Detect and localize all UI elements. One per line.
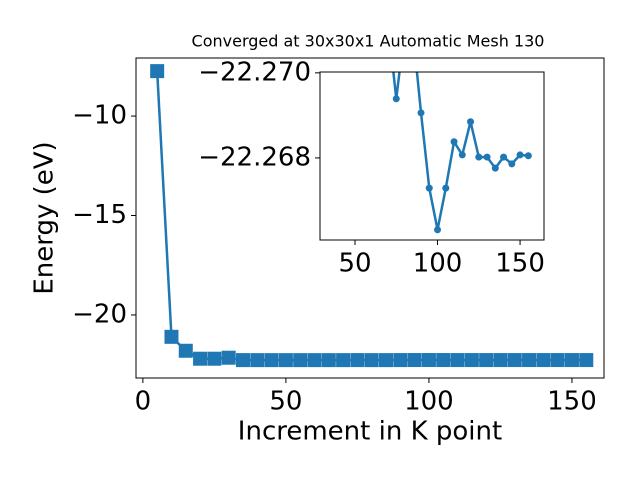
x-tick-label: 0 xyxy=(135,387,152,417)
marker xyxy=(278,353,293,368)
marker xyxy=(235,353,250,368)
marker xyxy=(392,95,400,103)
marker xyxy=(436,353,451,368)
y-tick-label: −10 xyxy=(72,101,127,131)
plot-clip xyxy=(150,64,594,368)
marker xyxy=(493,353,508,368)
marker xyxy=(150,64,165,79)
marker xyxy=(564,353,579,368)
marker xyxy=(475,153,483,161)
marker xyxy=(550,353,565,368)
y-tick-label: −22.268 xyxy=(198,142,311,172)
marker xyxy=(464,353,479,368)
marker xyxy=(193,351,208,366)
y-tick-label: −15 xyxy=(72,200,127,230)
marker xyxy=(336,353,351,368)
marker xyxy=(500,153,508,161)
marker xyxy=(467,118,475,126)
marker xyxy=(483,153,491,161)
marker xyxy=(536,353,551,368)
marker xyxy=(522,353,537,368)
chart-title: Converged at 30x30x1 Automatic Mesh 130 xyxy=(192,32,545,51)
marker xyxy=(250,353,265,368)
x-axis-label: Increment in K point xyxy=(238,417,502,447)
marker xyxy=(450,138,458,146)
marker xyxy=(379,353,394,368)
marker xyxy=(350,353,365,368)
marker xyxy=(417,109,425,117)
axes-frame xyxy=(135,57,605,379)
marker xyxy=(207,351,222,366)
marker xyxy=(516,151,524,159)
marker xyxy=(293,353,308,368)
marker xyxy=(442,184,450,192)
marker xyxy=(507,353,522,368)
marker xyxy=(491,164,499,172)
plot-area xyxy=(320,72,544,240)
marker xyxy=(524,152,532,160)
marker xyxy=(579,353,594,368)
x-tick-label: 150 xyxy=(547,387,597,417)
marker xyxy=(221,350,236,365)
y-tick-label: −20 xyxy=(72,299,127,329)
marker xyxy=(178,343,193,358)
marker xyxy=(407,353,422,368)
x-tick-label: 100 xyxy=(404,387,454,417)
marker xyxy=(434,226,442,234)
y-tick-label: −22.270 xyxy=(198,57,311,87)
marker xyxy=(508,160,516,168)
marker xyxy=(479,353,494,368)
x-tick-label: 100 xyxy=(413,249,463,279)
marker xyxy=(421,353,436,368)
axes-frame xyxy=(319,71,545,241)
marker xyxy=(393,353,408,368)
y-axis-label: Energy (eV) xyxy=(30,141,60,294)
x-tick-label: 50 xyxy=(269,387,302,417)
marker xyxy=(458,151,466,159)
marker xyxy=(164,329,179,344)
marker xyxy=(321,353,336,368)
marker xyxy=(307,353,322,368)
x-tick-label: 50 xyxy=(338,249,371,279)
marker xyxy=(264,353,279,368)
marker xyxy=(364,353,379,368)
plot-clip xyxy=(392,72,532,234)
marker xyxy=(425,184,433,192)
marker xyxy=(450,353,465,368)
x-tick-label: 150 xyxy=(495,249,545,279)
